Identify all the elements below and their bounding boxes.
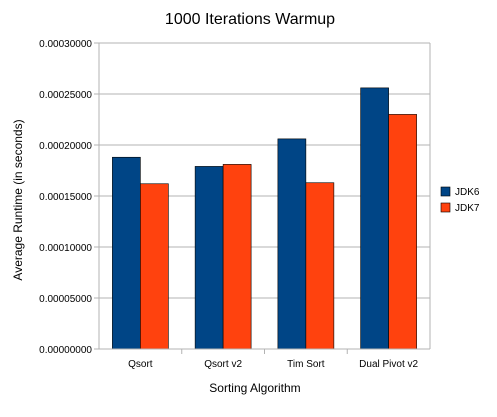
bar-jdk7-dual-pivot-v2	[388, 114, 417, 350]
x-axis-label: Sorting Algorithm	[209, 381, 300, 395]
bar-jdk7-qsort-v2	[222, 164, 252, 350]
x-tick-label: Dual Pivot v2	[359, 359, 418, 370]
legend-label-jdk7: JDK7	[455, 203, 480, 214]
y-tick-label: 0.00025000	[39, 90, 92, 101]
legend-swatch-jdk6	[440, 186, 451, 197]
x-tick-label: Qsort	[128, 359, 153, 370]
bar-jdk6-qsort	[112, 156, 141, 350]
y-tick-label: 0.00005000	[39, 294, 92, 305]
y-axis-label: Average Runtime (in seconds)	[11, 119, 25, 280]
bar-jdk7-tim-sort	[305, 182, 335, 350]
bar-jdk6-qsort-v2	[194, 166, 224, 350]
y-tick-labels: 0.00000000 0.00005000 0.00010000 0.00015000…	[39, 39, 92, 356]
x-tick-label: Tim Sort	[287, 359, 325, 370]
y-tick-label: 0.00010000	[39, 243, 92, 254]
x-tick-labels: Qsort Qsort v2 Tim Sort Dual Pivot v2	[128, 359, 418, 370]
bar-jdk6-tim-sort	[277, 138, 307, 350]
bar-jdk7-qsort	[140, 183, 169, 350]
chart-title: 1000 Iterations Warmup	[165, 11, 335, 28]
bars	[112, 87, 417, 350]
y-tick-label: 0.00015000	[39, 192, 92, 203]
x-tick-label: Qsort v2	[204, 359, 242, 370]
legend: JDK6 JDK7	[440, 186, 480, 214]
legend-label-jdk6: JDK6	[455, 187, 480, 198]
bar-jdk6-dual-pivot-v2	[360, 87, 389, 350]
y-tick-label: 0.00030000	[39, 39, 92, 50]
axes	[98, 43, 431, 350]
y-tick-label: 0.00000000	[39, 345, 92, 356]
y-tick-label: 0.00020000	[39, 141, 92, 152]
legend-swatch-jdk7	[440, 202, 451, 213]
